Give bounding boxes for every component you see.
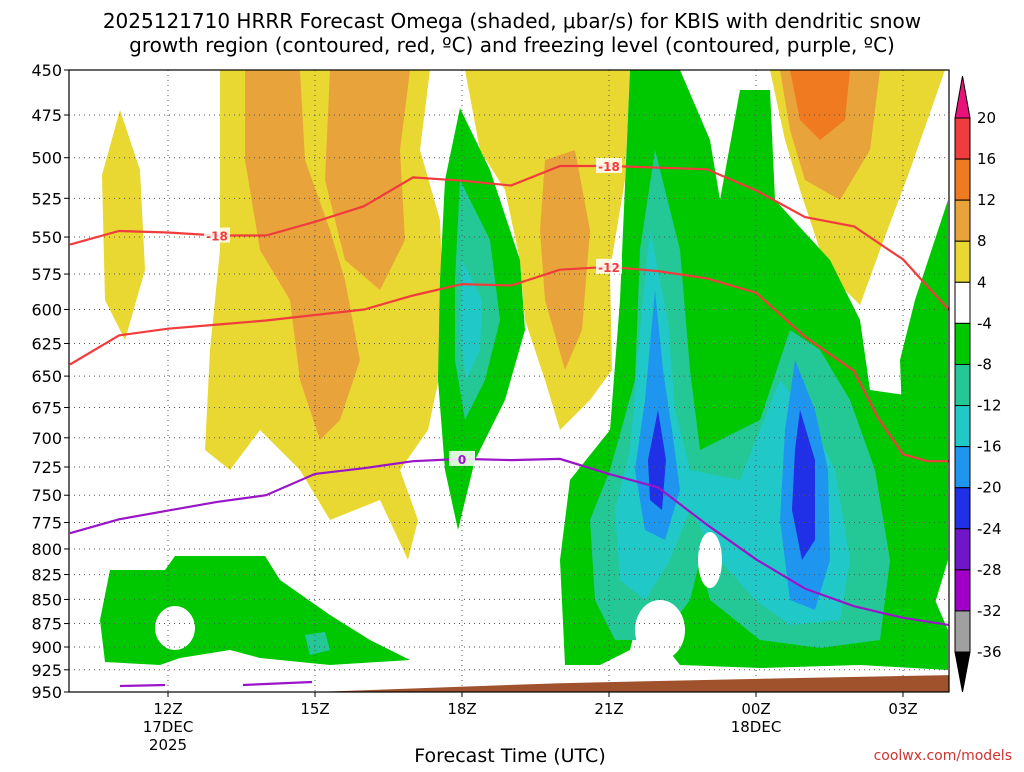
x-tick-label: 00Z — [741, 700, 770, 718]
y-tick-label: 550 — [31, 228, 62, 247]
y-tick-label: 675 — [31, 399, 62, 418]
omega-region-pos8-mid — [540, 150, 590, 370]
colorbar-swatch — [954, 158, 971, 201]
colorbar-label: -32 — [977, 602, 1002, 620]
contour-label-dgz_lower: -12 — [598, 261, 620, 275]
colorbar: 20 16 12 8 4 -4 -8 -12 -16 -20 -24 -28 -32 -36 — [954, 75, 1002, 693]
colorbar-label: 8 — [977, 232, 987, 250]
colorbar-label: -12 — [977, 397, 1002, 415]
y-tick-label: 725 — [31, 458, 62, 477]
colorbar-label: 16 — [977, 150, 996, 168]
x-tick-label: 18Z — [447, 700, 476, 718]
colorbar-swatch — [954, 281, 971, 324]
contour-label-bg — [596, 258, 622, 274]
y-tick-label: 625 — [31, 334, 62, 353]
y-tick-label: 825 — [31, 566, 62, 585]
y-tick-label: 525 — [31, 189, 62, 208]
contour-freezing-surface — [119, 683, 166, 688]
contour-lines: -18 -12 0 -18 — [69, 157, 949, 688]
contour-dgz_lower — [69, 265, 949, 463]
y-tick-label: 475 — [31, 106, 62, 125]
plot-frame — [68, 69, 950, 693]
x-tick-label: 21Z — [594, 700, 623, 718]
x-axis-label: Forecast Time (UTC) — [414, 745, 605, 767]
omega-hole-low-left — [155, 606, 195, 650]
omega-region-neg4-far-east — [900, 200, 948, 620]
omega-region-pos8-main — [245, 70, 360, 440]
colorbar-swatch — [954, 405, 971, 448]
colorbar-swatch — [954, 528, 971, 571]
colorbar-label: -20 — [977, 479, 1002, 497]
x-tick-label: 12Z — [153, 700, 182, 718]
y-tick-label: 950 — [31, 683, 62, 702]
colorbar-label: 20 — [977, 109, 996, 127]
y-tick-label: 575 — [31, 265, 62, 284]
contour-label-bg — [596, 157, 622, 173]
colorbar-label: -16 — [977, 438, 1002, 456]
contour-label-dgz_upper: -18 — [206, 230, 228, 244]
omega-hole-east — [698, 532, 722, 588]
omega-region-neg8-low-left — [305, 632, 330, 655]
omega-region-neg12-streak — [460, 260, 482, 380]
contour-freezing — [69, 457, 949, 627]
y-tick-label: 700 — [31, 429, 62, 448]
y-tick-label: 775 — [31, 514, 62, 533]
y-tick-label: 450 — [31, 61, 62, 80]
colorbar-swatch — [954, 446, 971, 489]
colorbar-top-triangle — [954, 75, 971, 119]
omega-region-pos12-right — [790, 70, 850, 140]
x-tick-label: 17DEC — [143, 718, 194, 736]
contour-freezing-surface — [242, 680, 313, 687]
omega-shading — [100, 70, 948, 670]
y-tick-label: 600 — [31, 300, 62, 319]
credit-text: coolwx.com/models — [874, 748, 1012, 764]
y-tick-label: 900 — [31, 638, 62, 657]
colorbar-label: -36 — [977, 643, 1002, 661]
colorbar-label: -8 — [977, 355, 992, 373]
colorbar-swatch — [954, 199, 971, 242]
y-axis-ticks: 450 475 500 525 550 575 600 625 650 675 700 725 750 7… — [31, 61, 69, 702]
y-tick-label: 875 — [31, 615, 62, 634]
x-tick-label: 2025 — [149, 736, 187, 754]
y-tick-label: 650 — [31, 367, 62, 386]
omega-region-pos8-b — [325, 70, 410, 290]
contour-label-bg — [204, 227, 230, 243]
colorbar-label: 4 — [977, 273, 987, 291]
y-tick-label: 500 — [31, 149, 62, 168]
colorbar-swatch — [954, 363, 971, 407]
colorbar-label: 12 — [977, 191, 996, 209]
colorbar-swatch — [954, 240, 971, 283]
colorbar-label: -24 — [977, 520, 1002, 538]
colorbar-swatch — [954, 569, 971, 612]
y-tick-label: 800 — [31, 540, 62, 559]
colorbar-swatch — [954, 117, 971, 160]
colorbar-swatch — [954, 322, 971, 365]
chart-title-line1: 2025121710 HRRR Forecast Omega (shaded, … — [103, 9, 921, 33]
contour-label-bg — [449, 450, 475, 466]
contour-label-freezing: 0 — [458, 453, 466, 467]
colorbar-bottom-triangle — [954, 651, 971, 693]
contour-dgz_upper — [69, 164, 949, 312]
omega-region-pos4-left — [102, 110, 145, 340]
chart-title-line2: growth region (contoured, red, ºC) and f… — [129, 33, 895, 57]
x-tick-label: 03Z — [888, 700, 917, 718]
y-tick-label: 850 — [31, 590, 62, 609]
omega-hole-east-b — [635, 600, 685, 660]
colorbar-label: -28 — [977, 561, 1002, 579]
contour-label-dgz_upper-2: -18 — [598, 160, 620, 174]
y-tick-label: 925 — [31, 661, 62, 680]
grid — [69, 70, 949, 692]
x-tick-label: 15Z — [300, 700, 329, 718]
colorbar-swatch — [954, 487, 971, 530]
colorbar-label: -4 — [977, 314, 992, 332]
y-tick-label: 750 — [31, 486, 62, 505]
x-tick-label: 18DEC — [731, 718, 782, 736]
colorbar-swatch — [954, 610, 971, 653]
surface-terrain — [70, 675, 949, 692]
